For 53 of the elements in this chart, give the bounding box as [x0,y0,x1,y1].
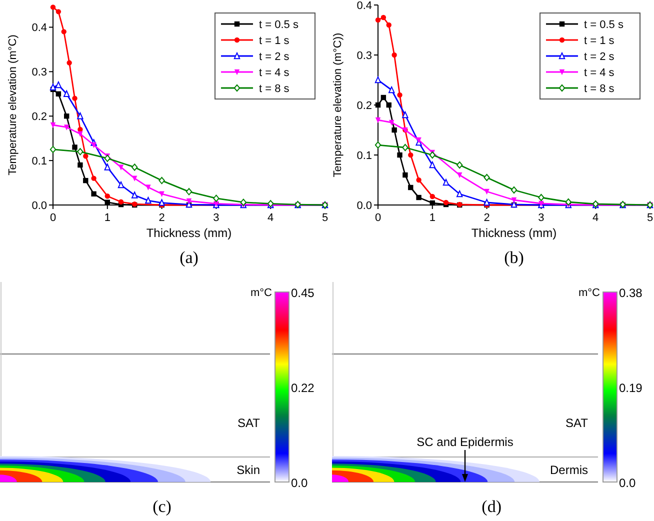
x-tick-label: 5 [646,212,654,224]
y-axis-title: Temperature elevation (m°C) [7,34,19,176]
legend-label: t = 2 s [584,51,615,63]
legend-label: t = 0.5 s [259,19,299,31]
x-axis-title: Thickness (mm) [146,226,232,240]
x-tick-label: 4 [268,212,274,224]
y-tick-label: 0.0 [32,200,47,212]
text: SC and Epidermis [416,435,514,449]
color-bar-title: m°C [578,287,600,299]
legend-label: t = 1 s [584,35,615,47]
legend-label: t = 1 s [259,35,290,47]
text: 0.38 [619,286,643,300]
y-tick-label: 0.4 [356,0,372,12]
x-axis-title: Thickness (mm) [471,226,557,240]
legend-label: t = 8 s [259,83,290,95]
text: Dermis [550,463,588,477]
y-axis-title: Temperature elevation (m°C)) [332,32,344,178]
x-tick-label: 4 [592,212,599,224]
text: 0.0 [619,476,636,490]
x-tick-label: 2 [158,212,165,224]
text: 0.22 [291,381,315,395]
legend-label: t = 8 s [584,83,615,95]
text: (c) [152,497,172,516]
legend-label: t = 0.5 s [584,19,624,31]
x-tick-label: 1 [104,212,110,224]
x-tick-label: 5 [322,212,328,224]
legend-label: t = 4 s [259,67,290,79]
y-tick-label: 0.2 [32,111,47,124]
y-tick-label: 0.0 [356,200,372,212]
text: 0.45 [291,286,315,300]
x-tick-label: 1 [429,212,436,224]
color-bar-title: m°C [250,287,272,299]
x-tick-label: 2 [484,212,490,224]
text: 0.0 [291,476,308,490]
x-tick-label: 3 [538,212,544,224]
legend-label: t = 4 s [584,67,615,79]
text: SAT [238,416,261,430]
text: Skin [236,463,260,477]
y-tick-label: 0.1 [32,156,47,168]
x-tick-label: 0 [50,212,56,224]
text: (d) [482,497,502,516]
text: 0.19 [619,381,643,395]
y-tick-label: 0.2 [356,100,372,112]
legend-label: t = 2 s [259,51,290,63]
y-tick-label: 0.1 [356,150,372,162]
y-tick-label: 0.3 [32,66,47,79]
x-tick-label: 0 [374,212,382,224]
text: (b) [504,248,524,267]
y-tick-label: 0.4 [32,22,47,34]
x-tick-label: 3 [213,212,220,224]
text: (a) [180,248,198,267]
text: SAT [566,416,589,430]
y-tick-label: 0.3 [356,50,372,62]
